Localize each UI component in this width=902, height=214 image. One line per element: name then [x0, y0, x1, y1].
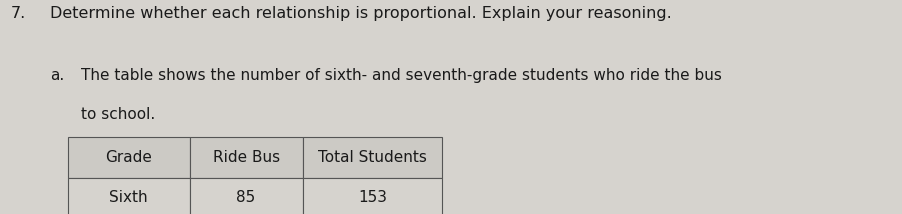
Text: 153: 153	[357, 190, 387, 205]
Text: Grade: Grade	[106, 150, 152, 165]
Bar	[189, 137, 302, 178]
Text: Ride Bus: Ride Bus	[212, 150, 280, 165]
Text: Determine whether each relationship is proportional. Explain your reasoning.: Determine whether each relationship is p…	[50, 6, 671, 21]
Text: 7.: 7.	[11, 6, 26, 21]
Text: Sixth: Sixth	[109, 190, 148, 205]
Text: a.: a.	[50, 68, 64, 83]
Bar	[68, 137, 189, 178]
Bar	[68, 178, 189, 214]
Bar	[189, 178, 302, 214]
Bar	[302, 137, 442, 178]
Text: to school.: to school.	[81, 107, 155, 122]
Text: The table shows the number of sixth- and seventh-grade students who ride the bus: The table shows the number of sixth- and…	[81, 68, 722, 83]
Text: 85: 85	[236, 190, 255, 205]
Text: Total Students: Total Students	[318, 150, 427, 165]
Bar	[302, 178, 442, 214]
